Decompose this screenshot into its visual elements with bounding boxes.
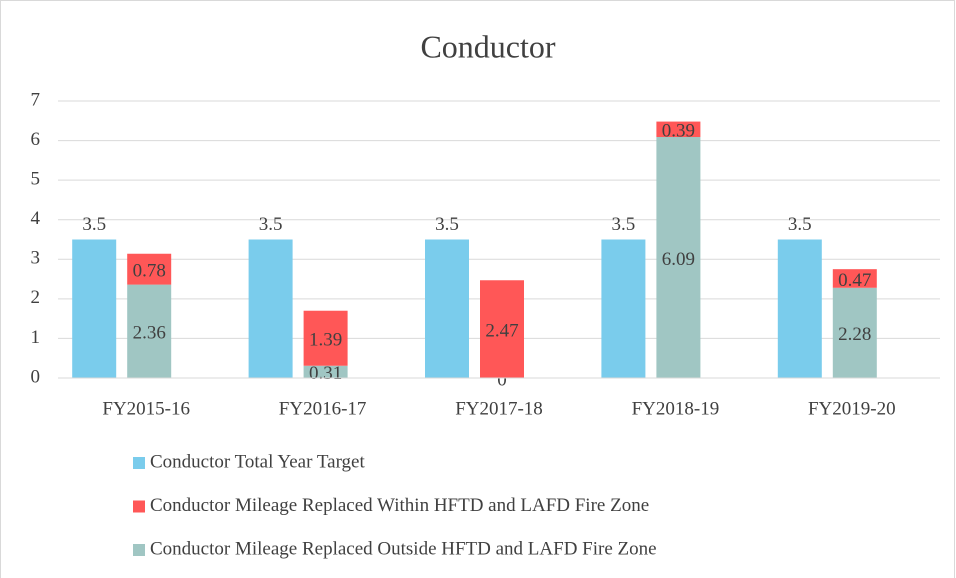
data-label: 3.5 (82, 214, 106, 235)
bar (777, 239, 822, 378)
x-tick-label: FY2018-19 (632, 398, 720, 419)
data-label: 2.47 (485, 320, 518, 341)
y-tick-label: 6 (31, 129, 41, 150)
data-label: 1.39 (309, 330, 342, 351)
y-tick-label: 3 (31, 248, 41, 269)
y-tick-label: 7 (31, 89, 41, 110)
legend-label: Conductor Mileage Replaced Outside HFTD … (150, 538, 657, 559)
x-tick-label: FY2019-20 (808, 398, 896, 419)
bar (127, 253, 172, 285)
data-label: 3.5 (612, 214, 636, 235)
data-label: 3.5 (788, 214, 812, 235)
x-tick-label: FY2017-18 (455, 398, 543, 419)
bar (656, 137, 701, 378)
data-label: 0.78 (133, 261, 166, 282)
legend-swatch (133, 500, 145, 513)
y-tick-label: 4 (31, 208, 41, 229)
y-tick-label: 5 (31, 169, 41, 190)
bar (480, 280, 524, 378)
data-label: 0.47 (838, 270, 871, 291)
bar (127, 284, 172, 378)
bar (303, 365, 348, 378)
bar (832, 269, 877, 288)
bar (425, 239, 469, 378)
chart-title: Conductor (420, 28, 555, 64)
y-tick-label: 0 (31, 366, 41, 387)
y-tick-label: 1 (31, 327, 41, 348)
data-label: 0.31 (309, 363, 342, 384)
data-label: 2.36 (133, 323, 166, 344)
legend-swatch (133, 457, 145, 469)
y-tick-label: 2 (31, 287, 41, 308)
data-label: 3.5 (435, 214, 459, 235)
bar (72, 239, 117, 378)
bar (248, 239, 293, 378)
bar (832, 287, 877, 378)
legend-swatch (133, 544, 145, 556)
data-label: 0.39 (662, 121, 695, 142)
data-label: 0 (497, 369, 507, 390)
legend-label: Conductor Total Year Target (150, 451, 365, 472)
bar (656, 121, 701, 138)
bar (303, 310, 348, 366)
data-label: 3.5 (259, 214, 283, 235)
data-label: 2.28 (838, 324, 871, 345)
x-tick-label: FY2015-16 (102, 398, 190, 419)
bar (601, 239, 646, 378)
x-tick-label: FY2016-17 (279, 398, 367, 419)
legend-label: Conductor Mileage Replaced Within HFTD a… (150, 495, 649, 516)
data-label: 6.09 (662, 249, 695, 270)
